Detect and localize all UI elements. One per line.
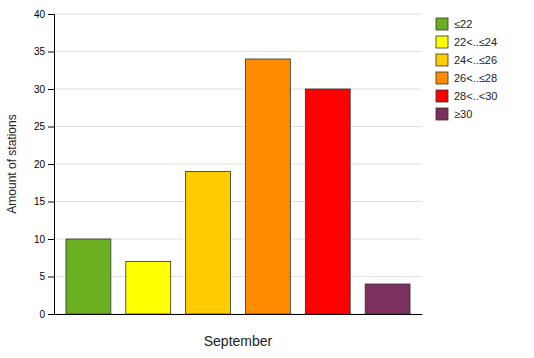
- grid-line: [54, 51, 422, 52]
- y-tick: 0: [39, 309, 54, 320]
- y-tick-label: 20: [34, 159, 46, 170]
- legend-label: ≥30: [454, 108, 472, 120]
- legend-swatch: [436, 54, 448, 66]
- y-tick: 10: [34, 234, 54, 245]
- bar: [186, 172, 231, 315]
- plot: 0 5 10 15 20 25 30 35 40: [34, 9, 423, 320]
- legend-swatch: [436, 90, 448, 102]
- y-tick-mark: [48, 239, 54, 240]
- legend-swatch: [436, 18, 448, 30]
- legend-label: ≤22: [454, 18, 472, 30]
- legend-item: 24<..≤26: [436, 54, 497, 66]
- y-axis-title: Amount of stations: [5, 114, 19, 213]
- y-tick-mark: [48, 202, 54, 203]
- bar: [126, 262, 171, 315]
- y-tick-label: 10: [34, 234, 46, 245]
- legend-swatch: [436, 72, 448, 84]
- legend-item: ≥30: [436, 108, 472, 120]
- y-tick-label: 0: [39, 309, 45, 320]
- y-axis: 0 5 10 15 20 25 30 35 40: [34, 9, 55, 320]
- grid-line: [54, 14, 422, 15]
- grid: [54, 14, 422, 314]
- legend: ≤22 22<..≤24 24<..≤26 26<..≤28 28<..<30 ≥30: [436, 18, 497, 120]
- grid-line: [54, 164, 422, 165]
- grid-line: [54, 201, 422, 202]
- x-axis-title: September: [204, 333, 273, 349]
- y-tick-mark: [48, 89, 54, 90]
- y-tick-mark: [48, 164, 54, 165]
- bars: [66, 59, 410, 314]
- y-tick-label: 30: [34, 84, 46, 95]
- grid-line: [54, 126, 422, 127]
- y-tick: 35: [34, 46, 54, 57]
- y-tick-mark: [48, 277, 54, 278]
- y-tick: 30: [34, 84, 54, 95]
- y-tick-mark: [48, 314, 54, 315]
- legend-label: 24<..≤26: [454, 54, 497, 66]
- chart: 0 5 10 15 20 25 30 35 40 September Amount of stati…: [0, 0, 534, 358]
- y-tick-mark: [48, 14, 54, 15]
- y-tick: 25: [34, 121, 54, 132]
- legend-swatch: [436, 36, 448, 48]
- x-axis: [55, 314, 423, 315]
- legend-label: 26<..≤28: [454, 72, 497, 84]
- y-tick: 5: [39, 271, 54, 282]
- y-tick-label: 5: [39, 271, 45, 282]
- y-tick-mark: [48, 127, 54, 128]
- bar: [245, 59, 290, 314]
- legend-label: 22<..≤24: [454, 36, 497, 48]
- bar: [305, 89, 350, 314]
- y-tick-label: 25: [34, 121, 46, 132]
- bar: [66, 239, 111, 314]
- x-axis-line: [55, 314, 423, 315]
- y-tick-label: 15: [34, 196, 46, 207]
- y-tick-mark: [48, 52, 54, 53]
- legend-item: 28<..<30: [436, 90, 497, 102]
- legend-item: ≤22: [436, 18, 472, 30]
- legend-swatch: [436, 108, 448, 120]
- bar: [365, 284, 410, 314]
- y-tick: 40: [34, 9, 54, 20]
- legend-item: 26<..≤28: [436, 72, 497, 84]
- grid-line: [54, 89, 422, 90]
- y-tick: 15: [34, 196, 54, 207]
- y-tick-label: 40: [34, 9, 46, 20]
- legend-label: 28<..<30: [454, 90, 497, 102]
- legend-item: 22<..≤24: [436, 36, 497, 48]
- y-tick: 20: [34, 159, 54, 170]
- y-tick-label: 35: [34, 46, 46, 57]
- y-axis-line: [48, 15, 55, 315]
